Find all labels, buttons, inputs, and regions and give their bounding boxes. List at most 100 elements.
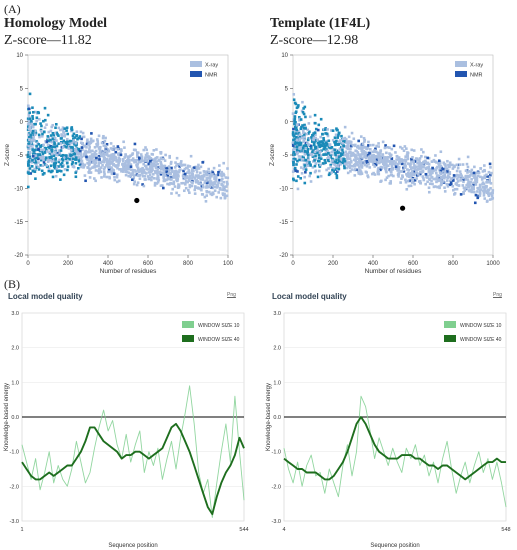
x-tick-label: 800 [448, 261, 459, 267]
data-point [123, 146, 126, 149]
data-point [145, 148, 149, 152]
data-point [165, 178, 168, 182]
data-point [369, 143, 372, 147]
data-point [343, 159, 347, 163]
data-point [96, 140, 100, 143]
data-point [426, 156, 429, 160]
data-point [327, 152, 330, 155]
data-point [134, 148, 137, 152]
data-point [410, 170, 414, 173]
data-point [28, 155, 32, 158]
data-point [80, 141, 83, 145]
data-point [146, 175, 150, 178]
data-point [42, 148, 46, 152]
data-point [486, 199, 489, 203]
data-point [323, 153, 326, 156]
data-point [199, 165, 203, 169]
data-point [213, 189, 217, 193]
data-point [317, 156, 321, 160]
data-point [439, 175, 443, 179]
data-point [418, 157, 422, 160]
data-point [489, 166, 492, 169]
data-point [41, 132, 44, 136]
data-point [29, 129, 32, 133]
data-point [195, 168, 198, 171]
data-point [481, 176, 484, 180]
data-point [366, 175, 370, 179]
data-point [305, 151, 309, 155]
data-point [302, 131, 305, 134]
data-point [207, 167, 210, 171]
data-point [311, 133, 314, 137]
data-point [156, 174, 160, 177]
data-point [474, 183, 478, 186]
data-point [398, 161, 402, 165]
data-point [147, 155, 150, 158]
data-point [354, 157, 357, 161]
data-point [346, 153, 350, 157]
data-point [62, 173, 66, 177]
data-point [218, 169, 221, 172]
y-tick-label: -3.0 [272, 519, 281, 525]
data-point [301, 158, 305, 161]
x-tick-label: 100 [223, 261, 234, 267]
data-point [302, 144, 306, 148]
y-tick-label: 5 [285, 87, 289, 93]
y-tick-label: -15 [279, 220, 288, 226]
data-point [436, 185, 439, 189]
data-point [298, 133, 302, 137]
data-point [372, 162, 376, 165]
data-point [445, 182, 449, 186]
data-point [462, 190, 465, 194]
data-point [89, 155, 92, 158]
data-point [420, 148, 423, 151]
data-point [175, 156, 179, 160]
data-point [138, 177, 142, 180]
data-point [65, 129, 68, 132]
data-point [397, 172, 401, 175]
data-point [354, 155, 357, 158]
data-point [432, 185, 436, 189]
data-point [337, 134, 340, 137]
data-point [190, 173, 194, 177]
png-link-right[interactable]: Png [493, 292, 502, 298]
data-point [183, 174, 186, 178]
data-point [410, 181, 414, 184]
data-point [377, 172, 381, 176]
data-point [317, 142, 321, 146]
data-point [464, 176, 468, 180]
data-point [430, 176, 433, 179]
data-point [324, 132, 327, 135]
data-point [208, 185, 212, 188]
data-point [163, 179, 166, 183]
data-point [77, 136, 81, 140]
data-point [350, 168, 354, 171]
data-point [484, 190, 488, 193]
y-tick-label: 10 [281, 53, 288, 59]
data-point [127, 167, 131, 171]
data-point [420, 171, 423, 174]
data-point [385, 156, 388, 159]
data-point [72, 137, 75, 141]
data-point [409, 162, 412, 166]
data-point [96, 138, 99, 141]
data-point [467, 180, 471, 184]
data-point [49, 158, 52, 162]
data-point [462, 192, 466, 195]
data-point [381, 166, 384, 169]
data-point [334, 153, 337, 157]
data-point [150, 175, 154, 179]
data-point [476, 174, 480, 178]
data-point [43, 126, 47, 129]
png-link-left[interactable]: Png [227, 292, 236, 298]
data-point [427, 186, 431, 190]
data-point [39, 122, 42, 125]
data-point [327, 173, 331, 177]
data-point [104, 146, 107, 150]
data-point [383, 156, 387, 159]
data-point [111, 156, 114, 160]
data-point [175, 170, 179, 174]
data-point [490, 197, 494, 201]
data-point [124, 168, 128, 171]
data-point [365, 164, 369, 168]
